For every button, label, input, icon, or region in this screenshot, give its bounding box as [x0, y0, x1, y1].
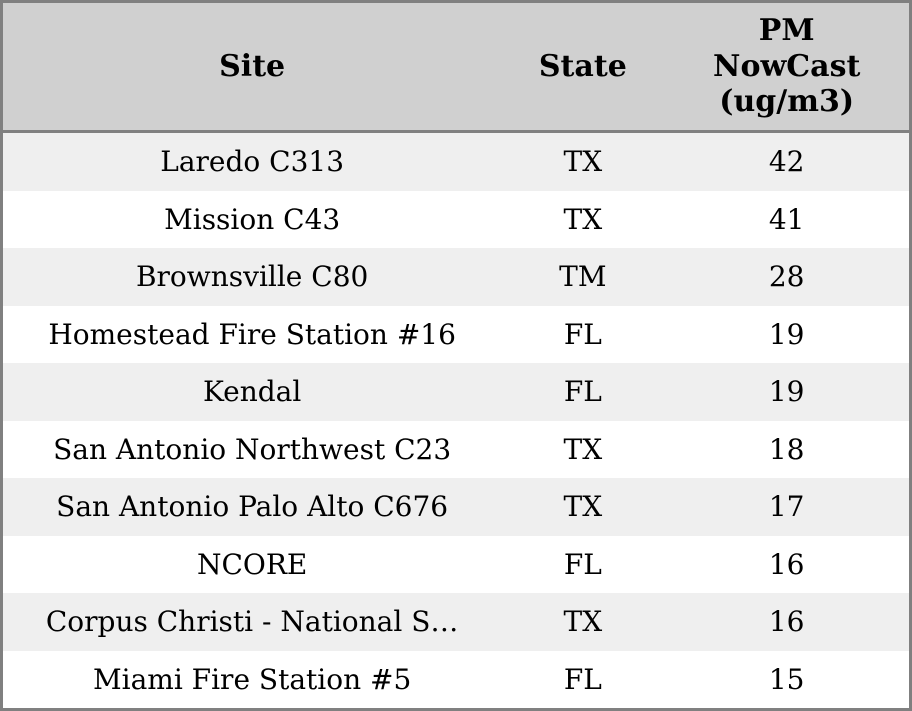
site-cell: Mission C43	[164, 202, 341, 236]
table-row: Kendal FL 19	[3, 363, 909, 421]
pm-value-cell: 41	[768, 202, 805, 236]
pm-value-cell: 17	[768, 490, 805, 524]
table-body: Laredo C313 TX 42 Mission C43 TX 41 Brow…	[3, 133, 909, 708]
pm-value-cell: 16	[768, 547, 805, 581]
pm-value-cell: 15	[768, 662, 805, 696]
site-cell: Laredo C313	[160, 145, 345, 179]
state-cell: TX	[563, 490, 603, 524]
site-cell: Kendal	[202, 375, 302, 409]
state-cell: TX	[563, 432, 603, 466]
table-row: San Antonio Northwest C23 TX 18	[3, 420, 909, 478]
site-cell: San Antonio Northwest C23	[53, 432, 452, 466]
site-cell: Corpus Christi - National S…	[45, 605, 459, 639]
site-cell: Brownsville C80	[135, 260, 369, 294]
state-cell: TX	[563, 202, 603, 236]
site-cell: Miami Fire Station #5	[92, 662, 412, 696]
site-cell: Homestead Fire Station #16	[48, 317, 456, 351]
table-row: NCORE FL 16	[3, 535, 909, 593]
column-header-site: Site	[219, 48, 286, 84]
state-cell: FL	[563, 317, 602, 351]
table-row: San Antonio Palo Alto C676 TX 17	[3, 478, 909, 536]
table-row: Brownsville C80 TM 28	[3, 248, 909, 306]
state-cell: FL	[563, 547, 602, 581]
state-cell: FL	[563, 375, 602, 409]
pm-value-cell: 16	[768, 605, 805, 639]
table-row: Laredo C313 TX 42	[3, 133, 909, 191]
pm-value-cell: 19	[768, 375, 805, 409]
site-cell: NCORE	[196, 547, 308, 581]
state-cell: TX	[563, 605, 603, 639]
table-row: Mission C43 TX 41	[3, 190, 909, 248]
state-cell: TM	[559, 260, 607, 294]
state-cell: FL	[563, 662, 602, 696]
pm-value-cell: 28	[768, 260, 805, 294]
table-row: Homestead Fire Station #16 FL 19	[3, 305, 909, 363]
state-cell: TX	[563, 145, 603, 179]
column-header-pm-nowcast: PM NowCast (ug/m3)	[713, 13, 861, 120]
pm-value-cell: 19	[768, 317, 805, 351]
column-header-state: State	[538, 48, 627, 84]
pm-value-cell: 18	[768, 432, 805, 466]
table-header-row: Site State PM NowCast (ug/m3)	[3, 3, 909, 133]
pm-value-cell: 42	[768, 145, 805, 179]
table-row: Corpus Christi - National S… TX 16	[3, 593, 909, 651]
site-cell: San Antonio Palo Alto C676	[56, 490, 449, 524]
table-row: Miami Fire Station #5 FL 15	[3, 650, 909, 708]
